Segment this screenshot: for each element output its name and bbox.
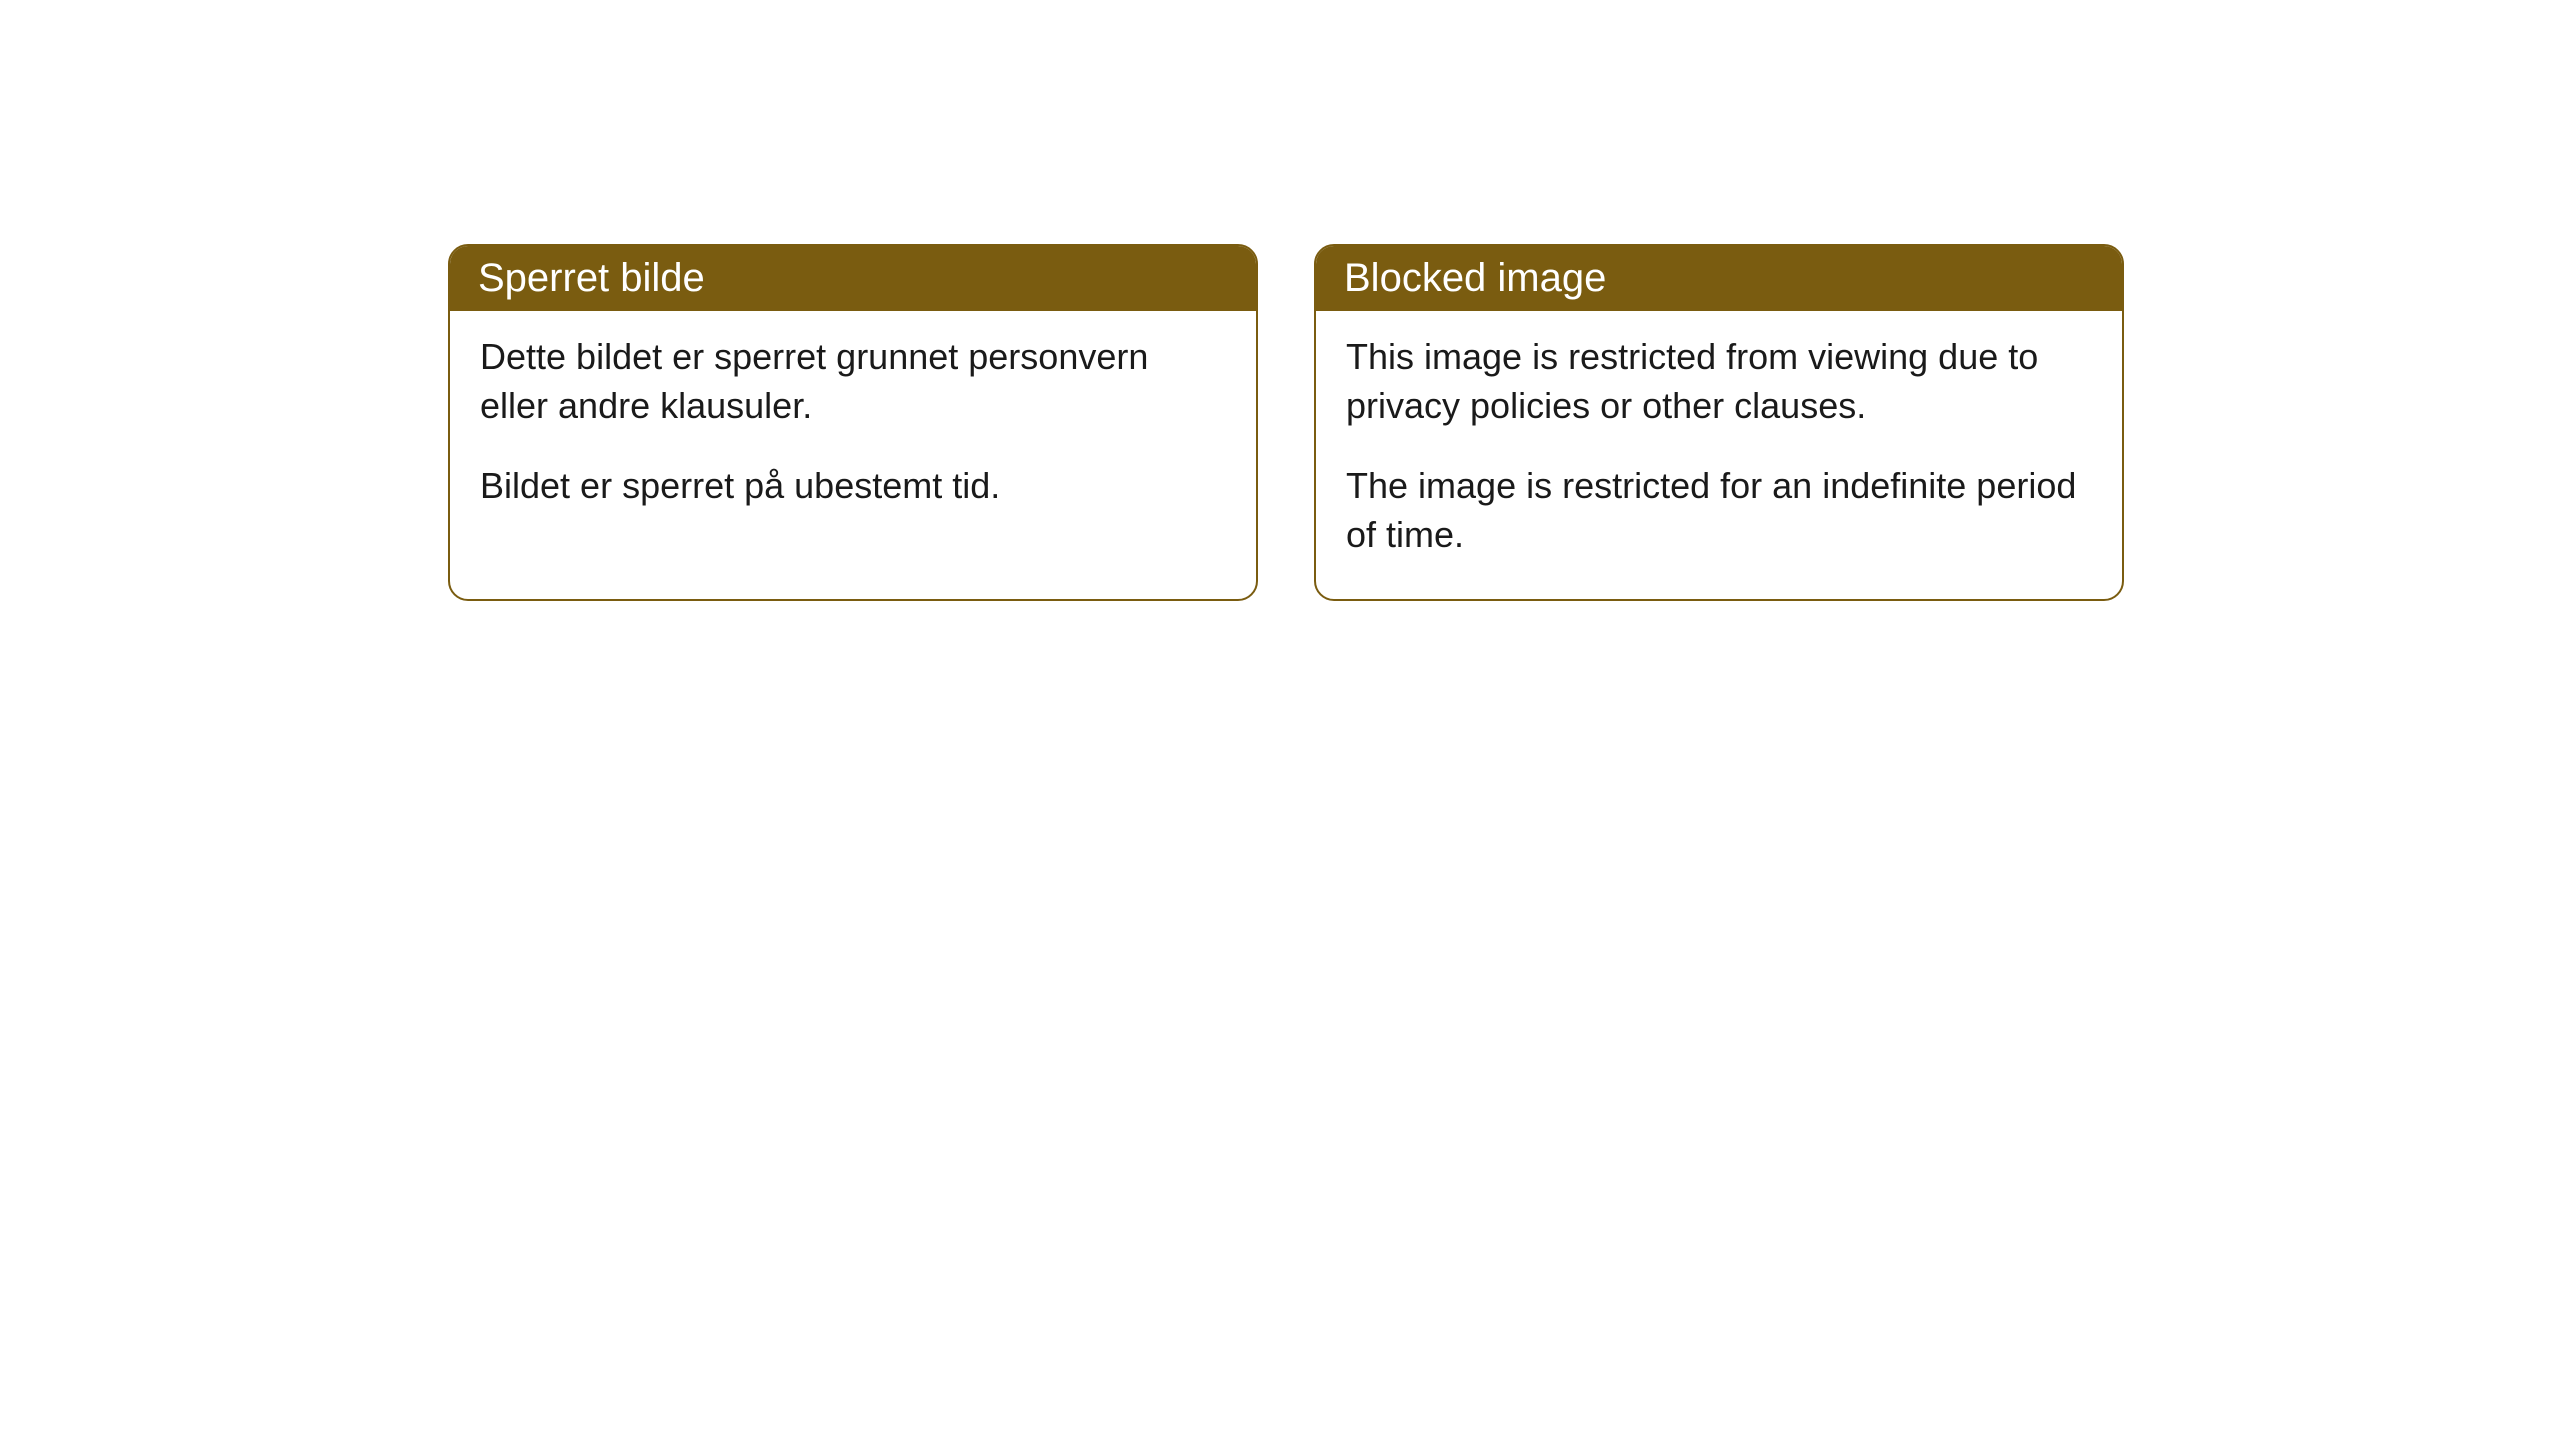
card-paragraph: Dette bildet er sperret grunnet personve…: [480, 333, 1226, 430]
card-header-norwegian: Sperret bilde: [450, 246, 1256, 311]
card-body-english: This image is restricted from viewing du…: [1316, 311, 2122, 599]
card-paragraph: This image is restricted from viewing du…: [1346, 333, 2092, 430]
card-body-norwegian: Dette bildet er sperret grunnet personve…: [450, 311, 1256, 551]
notice-card-norwegian: Sperret bilde Dette bildet er sperret gr…: [448, 244, 1258, 601]
card-header-english: Blocked image: [1316, 246, 2122, 311]
notice-card-english: Blocked image This image is restricted f…: [1314, 244, 2124, 601]
notice-cards-container: Sperret bilde Dette bildet er sperret gr…: [0, 0, 2560, 601]
card-paragraph: Bildet er sperret på ubestemt tid.: [480, 462, 1226, 511]
card-paragraph: The image is restricted for an indefinit…: [1346, 462, 2092, 559]
